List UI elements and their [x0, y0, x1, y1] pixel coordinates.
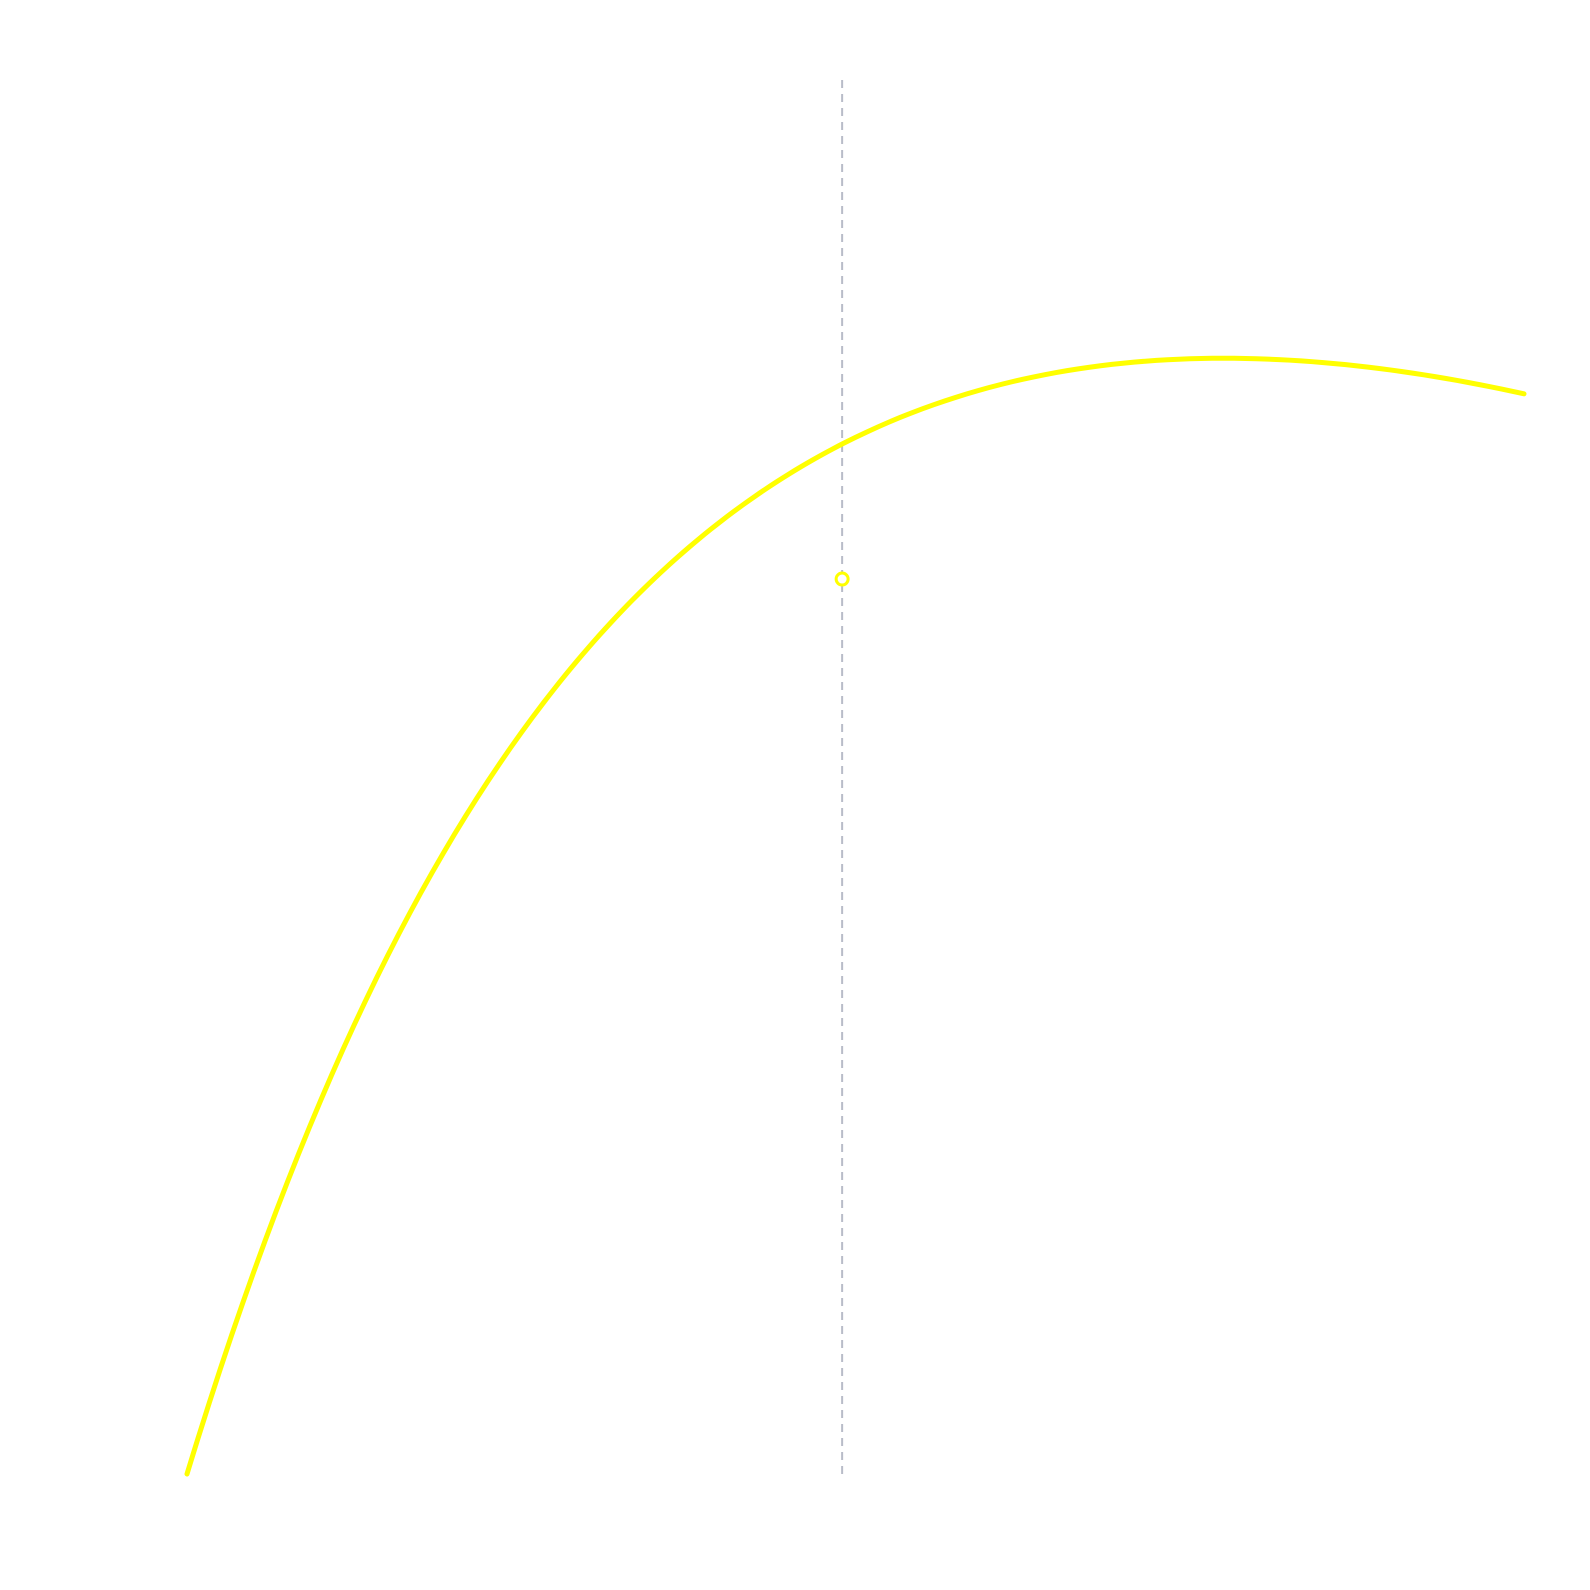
plot-area — [184, 80, 1527, 1477]
intersection-marker — [834, 571, 850, 587]
series-line-0 — [184, 355, 1527, 1477]
